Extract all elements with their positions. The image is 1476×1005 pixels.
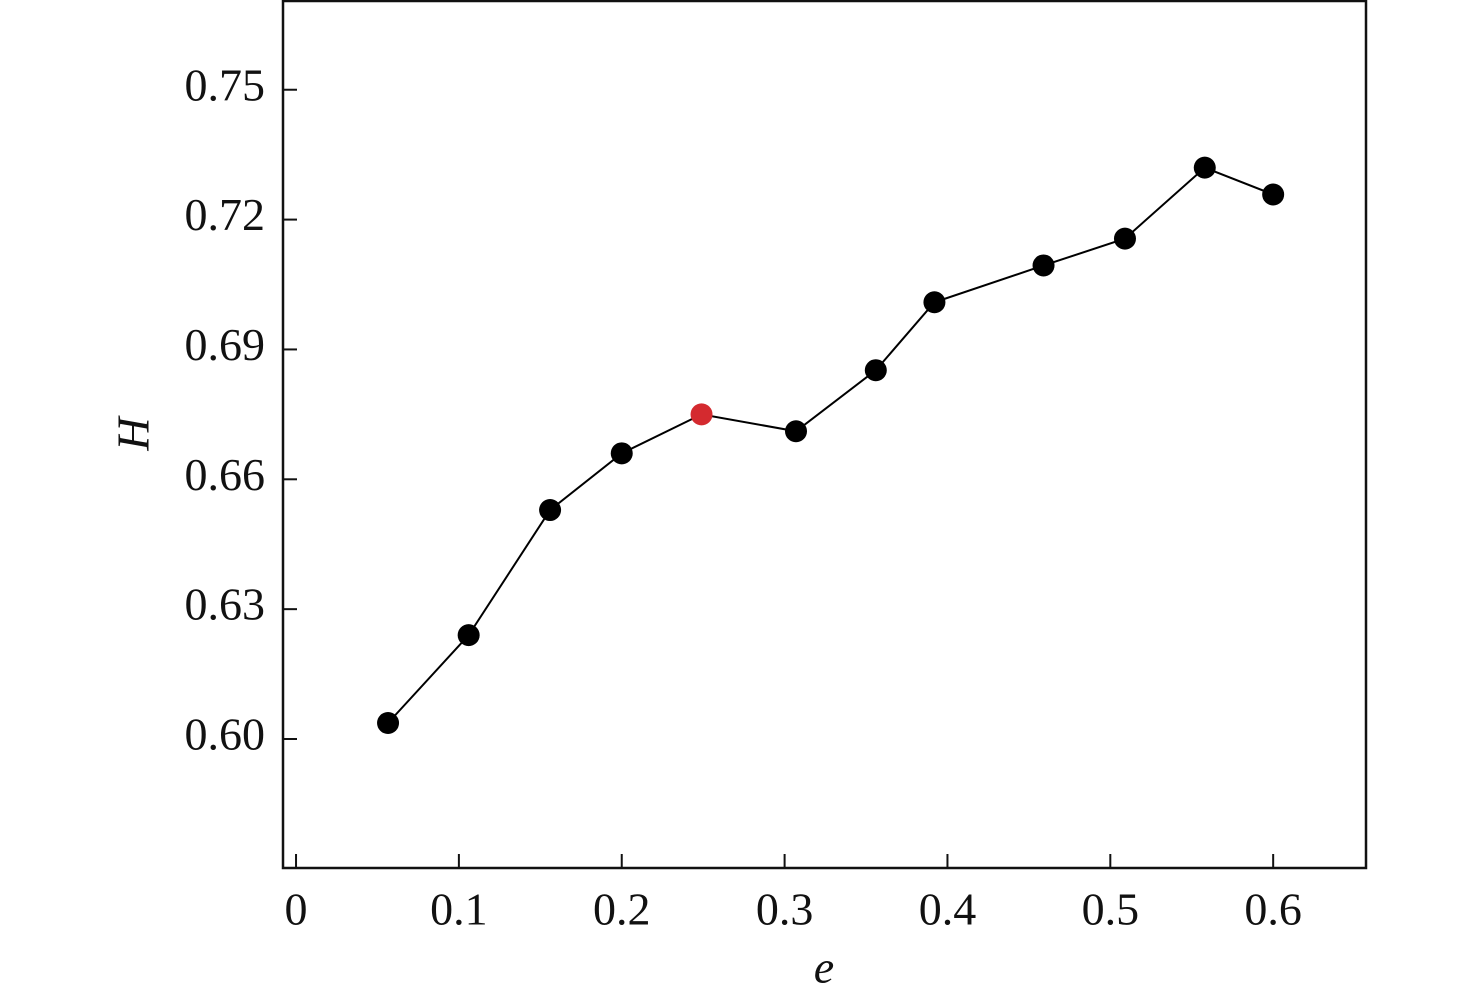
y-tick-label: 0.75	[185, 59, 266, 110]
data-point	[923, 291, 946, 314]
data-point	[1262, 183, 1285, 206]
y-tick-label: 0.63	[185, 579, 266, 630]
plot-frame	[281, 0, 1368, 870]
data-point	[1032, 254, 1055, 277]
y-tick-label: 0.66	[185, 449, 266, 500]
series-line	[387, 166, 1274, 724]
y-tick-label: 0.60	[185, 709, 266, 760]
x-tick-label: 0.3	[756, 884, 814, 935]
data-point	[1113, 227, 1136, 250]
x-tick-label: 0	[285, 884, 308, 935]
x-tick-label: 0.4	[919, 884, 977, 935]
x-axis-label: e	[814, 942, 834, 993]
y-tick-label: 0.72	[185, 189, 266, 240]
data-point	[690, 403, 713, 426]
data-point	[457, 624, 480, 647]
y-axis-label: H	[108, 415, 159, 452]
x-tick-label: 0.1	[430, 884, 488, 935]
x-tick-label: 0.2	[593, 884, 651, 935]
data-point	[377, 711, 400, 734]
data-point	[1193, 156, 1216, 179]
x-tick-label: 0.5	[1082, 884, 1140, 935]
x-tick-label: 0.6	[1244, 884, 1302, 935]
y-tick-label: 0.69	[185, 319, 266, 370]
data-point	[864, 359, 887, 382]
data-point	[539, 499, 562, 522]
data-point	[785, 420, 807, 443]
data-point	[610, 442, 633, 465]
